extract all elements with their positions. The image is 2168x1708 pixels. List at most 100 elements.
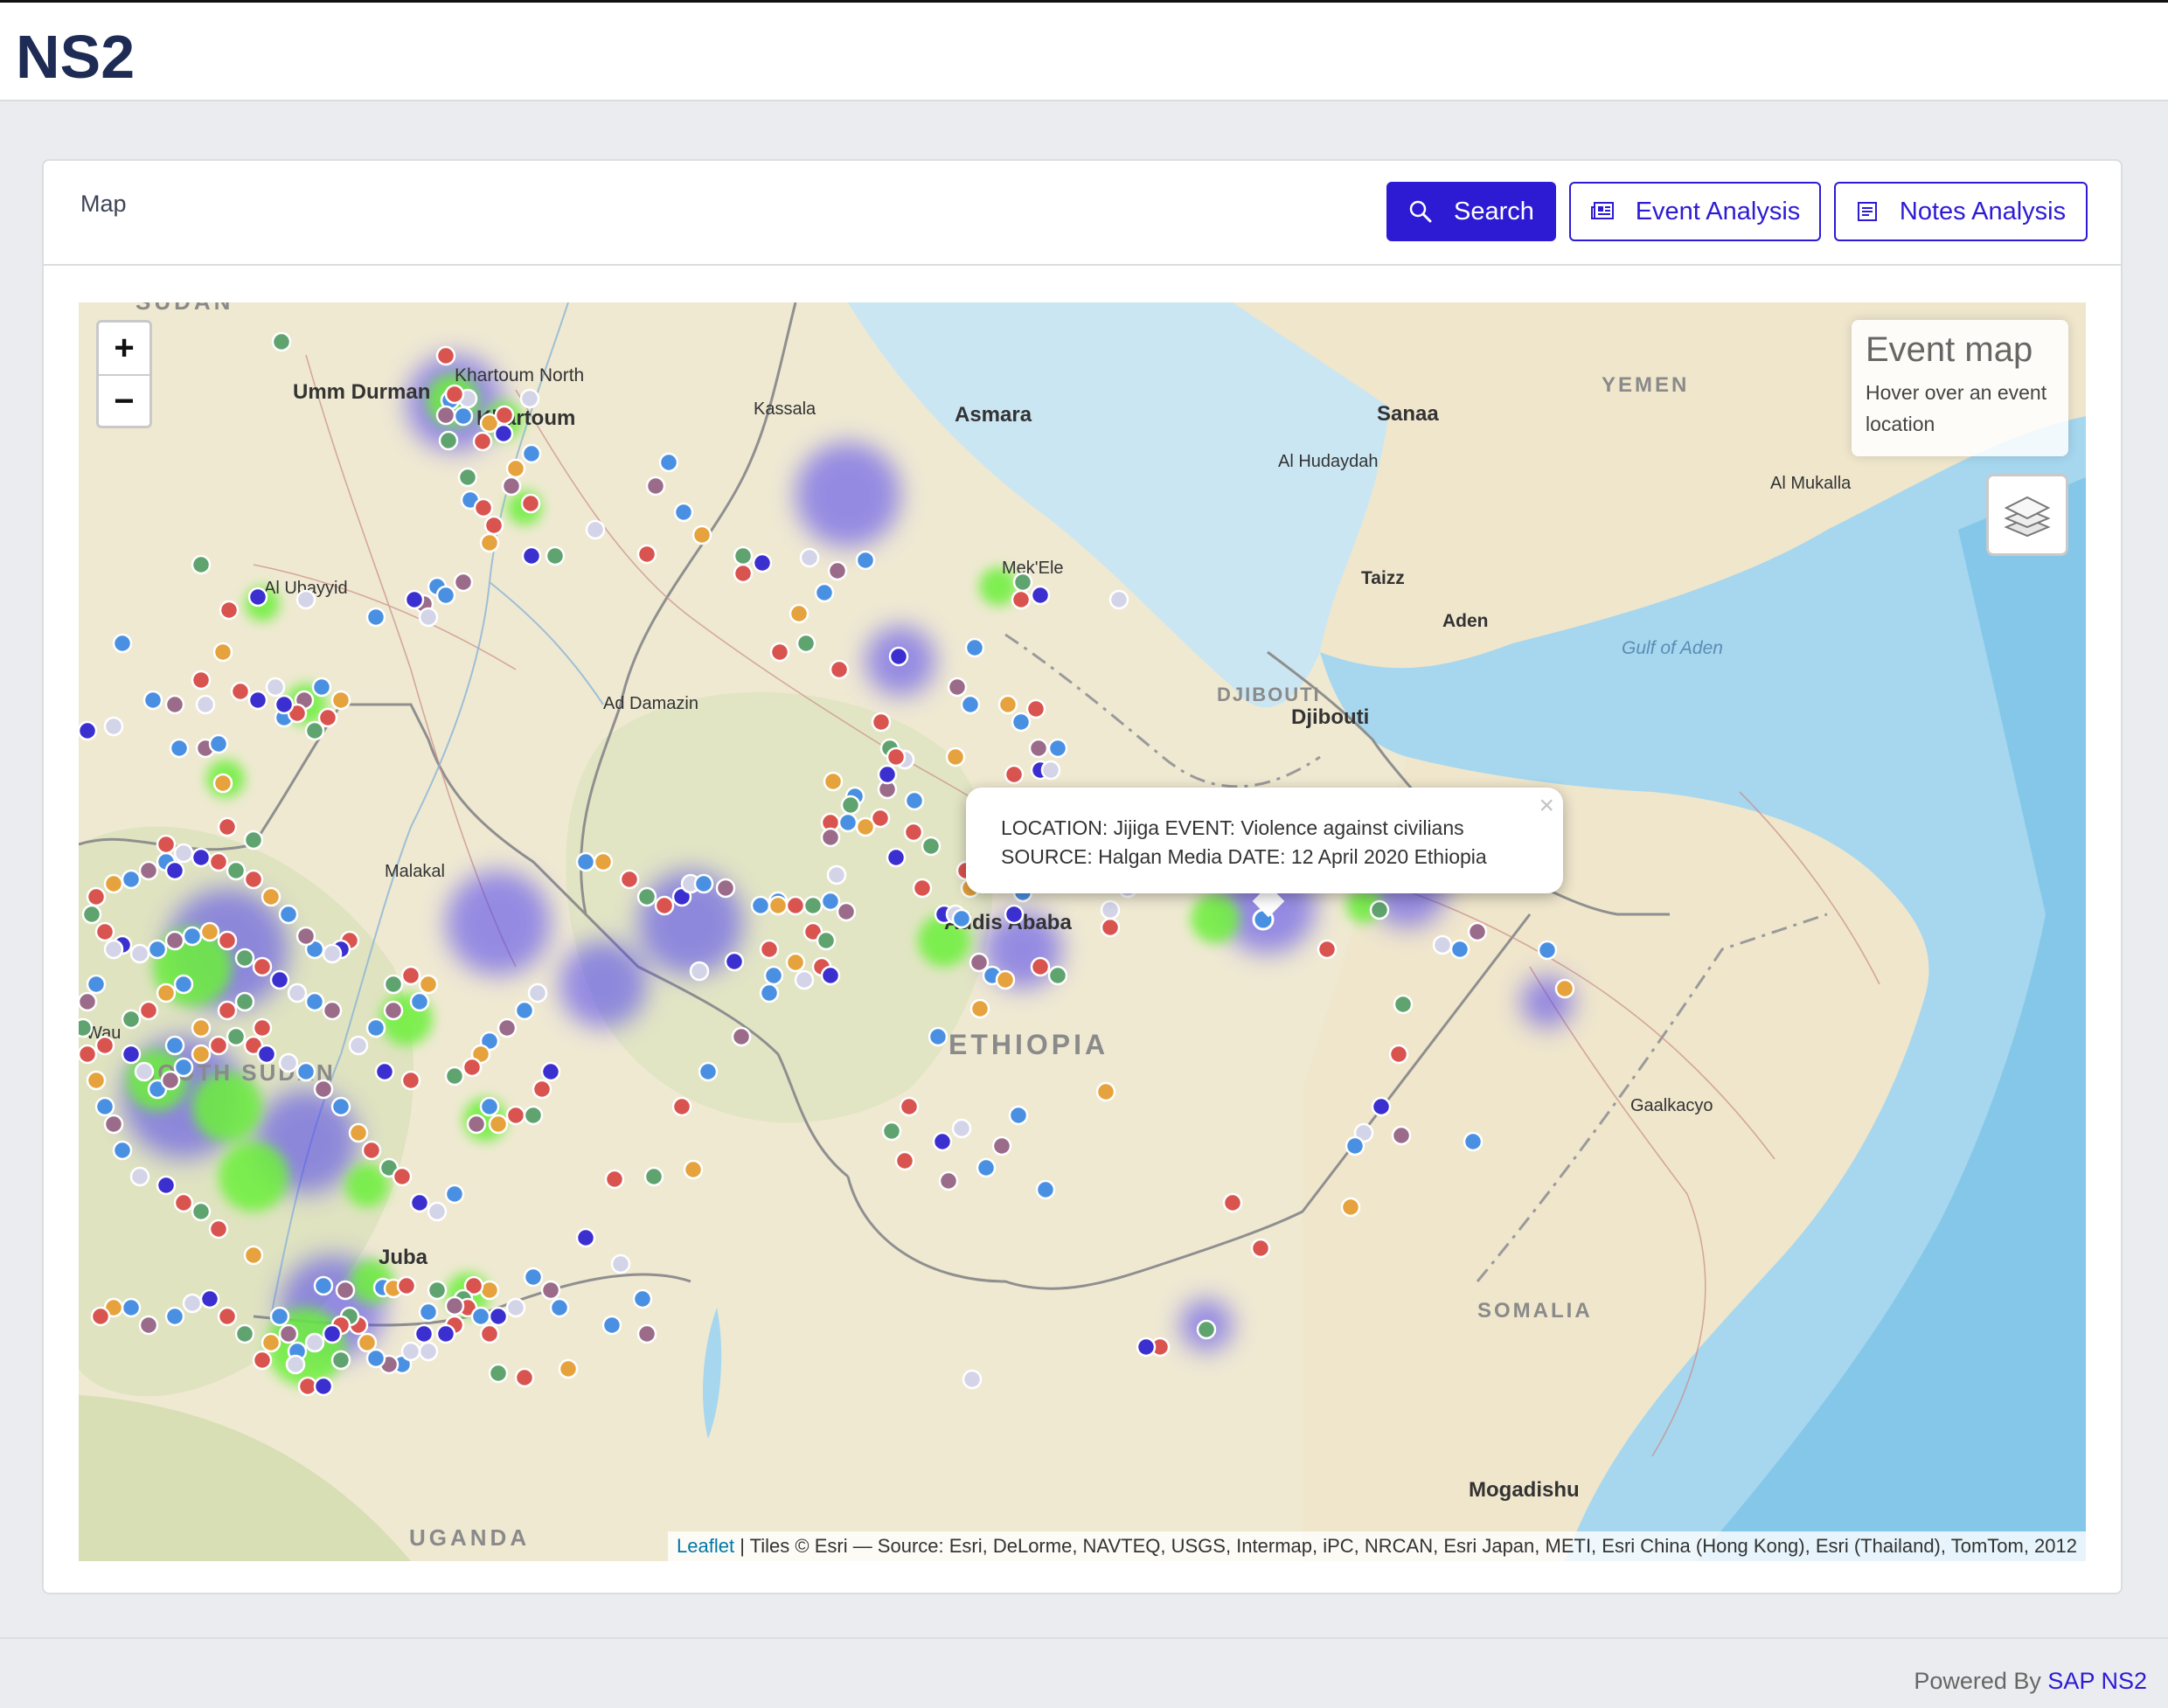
event-marker[interactable] (877, 764, 898, 785)
event-marker[interactable] (269, 969, 290, 990)
event-marker[interactable] (121, 1044, 142, 1065)
event-marker[interactable] (86, 1070, 107, 1091)
event-marker[interactable] (540, 1061, 561, 1082)
event-marker[interactable] (322, 943, 343, 964)
event-marker[interactable] (632, 1288, 653, 1309)
event-marker[interactable] (453, 406, 474, 427)
event-marker[interactable] (219, 600, 240, 621)
event-marker[interactable] (121, 869, 142, 890)
event-marker[interactable] (643, 1166, 664, 1187)
zoom-in-button[interactable]: + (114, 329, 135, 367)
event-marker[interactable] (409, 1192, 430, 1213)
event-marker[interactable] (103, 716, 124, 737)
event-marker[interactable] (427, 1201, 448, 1222)
event-marker[interactable] (1100, 899, 1121, 920)
event-marker[interactable] (976, 1157, 997, 1178)
event-marker[interactable] (261, 1332, 281, 1353)
event-marker[interactable] (1250, 1238, 1271, 1259)
event-marker[interactable] (191, 1044, 212, 1065)
event-marker[interactable] (886, 847, 907, 868)
event-marker[interactable] (173, 1057, 194, 1078)
event-marker[interactable] (964, 637, 985, 658)
event-marker[interactable] (195, 694, 216, 715)
event-marker[interactable] (1004, 764, 1025, 785)
event-marker[interactable] (234, 948, 255, 969)
event-marker[interactable] (191, 554, 212, 575)
event-marker[interactable] (894, 1150, 915, 1171)
event-marker[interactable] (514, 1367, 535, 1388)
event-marker[interactable] (121, 1009, 142, 1030)
event-marker[interactable] (1011, 589, 1032, 610)
event-marker[interactable] (269, 1306, 290, 1327)
event-marker[interactable] (271, 331, 292, 352)
event-marker[interactable] (361, 1140, 382, 1161)
event-marker[interactable] (789, 603, 810, 624)
event-marker[interactable] (134, 1061, 155, 1082)
event-marker[interactable] (208, 1035, 229, 1056)
event-marker[interactable] (527, 982, 548, 1003)
leaflet-link[interactable]: Leaflet (677, 1535, 735, 1557)
event-marker[interactable] (357, 1332, 378, 1353)
event-marker[interactable] (147, 939, 168, 960)
event-marker[interactable] (1432, 934, 1453, 955)
event-marker[interactable] (94, 1096, 115, 1117)
event-marker[interactable] (247, 587, 268, 608)
event-marker[interactable] (435, 345, 456, 366)
event-marker[interactable] (112, 633, 133, 654)
event-marker[interactable] (191, 670, 212, 691)
event-marker[interactable] (129, 943, 150, 964)
event-marker[interactable] (156, 982, 177, 1003)
event-marker[interactable] (724, 951, 745, 972)
event-marker[interactable] (636, 886, 657, 907)
event-marker[interactable] (636, 1323, 657, 1344)
event-marker[interactable] (658, 452, 679, 473)
event-marker[interactable] (479, 1323, 500, 1344)
event-marker[interactable] (400, 1070, 421, 1091)
event-marker[interactable] (261, 886, 281, 907)
event-marker[interactable] (683, 1159, 704, 1180)
event-marker[interactable] (138, 1315, 159, 1336)
event-marker[interactable] (278, 1323, 299, 1344)
event-marker[interactable] (199, 1288, 220, 1309)
event-marker[interactable] (888, 646, 909, 667)
event-marker[interactable] (545, 545, 566, 566)
event-marker[interactable] (1136, 1337, 1157, 1357)
event-marker[interactable] (881, 1121, 902, 1142)
event-marker[interactable] (1030, 956, 1051, 977)
event-marker[interactable] (311, 677, 332, 698)
event-marker[interactable] (1108, 589, 1129, 610)
event-marker[interactable] (438, 430, 459, 451)
event-marker[interactable] (928, 1026, 948, 1047)
event-marker[interactable] (991, 1135, 1012, 1156)
event-marker[interactable] (837, 812, 858, 833)
event-marker[interactable] (217, 1306, 238, 1327)
event-marker[interactable] (182, 1293, 203, 1314)
event-marker[interactable] (472, 431, 493, 452)
event-marker[interactable] (313, 1376, 334, 1397)
event-marker[interactable] (654, 895, 675, 916)
event-marker[interactable] (396, 1275, 417, 1296)
event-marker[interactable] (540, 1280, 561, 1301)
event-marker[interactable] (1463, 1131, 1484, 1152)
event-marker[interactable] (243, 830, 264, 851)
event-marker[interactable] (173, 1192, 194, 1213)
event-marker[interactable] (693, 873, 714, 894)
event-marker[interactable] (479, 1096, 500, 1117)
event-marker[interactable] (1008, 1105, 1029, 1126)
event-marker[interactable] (182, 926, 203, 947)
event-marker[interactable] (951, 908, 972, 929)
event-marker[interactable] (173, 974, 194, 995)
event-marker[interactable] (997, 694, 1018, 715)
event-marker[interactable] (750, 895, 771, 916)
event-marker[interactable] (1369, 899, 1390, 920)
event-marker[interactable] (820, 891, 841, 912)
event-marker[interactable] (636, 544, 657, 565)
event-marker[interactable] (1537, 940, 1558, 961)
event-marker[interactable] (208, 1219, 229, 1239)
event-marker[interactable] (820, 827, 841, 848)
event-marker[interactable] (278, 1052, 299, 1073)
event-marker[interactable] (247, 690, 268, 711)
event-marker[interactable] (1345, 1135, 1365, 1156)
event-marker[interactable] (1004, 904, 1025, 925)
event-marker[interactable] (278, 904, 299, 925)
